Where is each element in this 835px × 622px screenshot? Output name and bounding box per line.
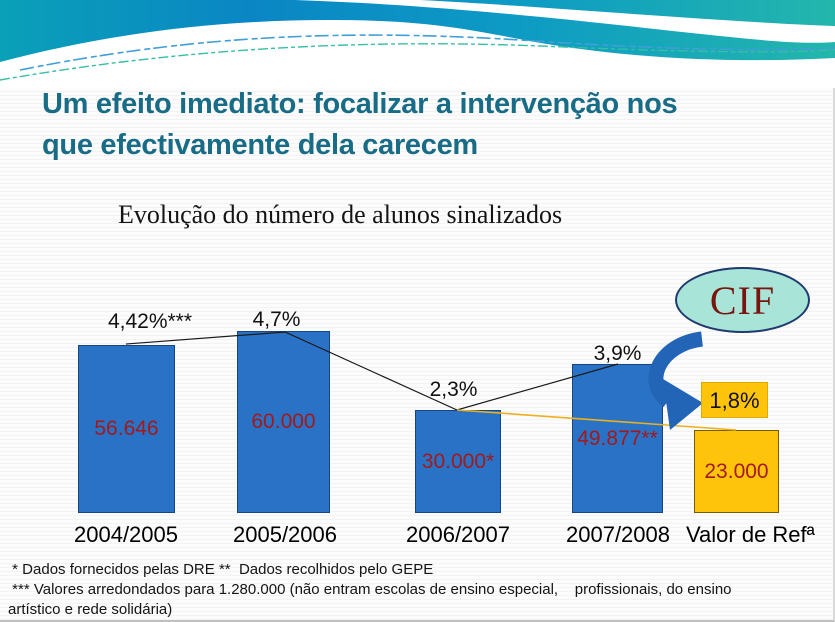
bar-valor-de-ref: 23.000 bbox=[694, 430, 779, 513]
header-wave-decoration bbox=[0, 0, 835, 88]
slide-title: Um efeito imediato: focalizar a interven… bbox=[42, 84, 812, 166]
bar-value-label: 30.000* bbox=[421, 449, 495, 473]
x-label-2004-2005: 2004/2005 bbox=[74, 522, 178, 547]
bar-value-label: 49.877** bbox=[577, 426, 658, 450]
header-accent-line-blue bbox=[19, 34, 835, 71]
header-white-swoosh-top bbox=[295, 0, 835, 43]
bar-value-label: 60.000 bbox=[251, 410, 316, 433]
bar-chart: 56.646 60.000 30.000* 49.877** 23.000 4,… bbox=[0, 250, 835, 550]
bar-2005-2006: 60.000 bbox=[237, 331, 330, 513]
x-label-2006-2007: 2006/2007 bbox=[406, 522, 510, 547]
x-label-2007-2008: 2007/2008 bbox=[566, 522, 670, 547]
cif-ellipse: CIF bbox=[675, 267, 810, 333]
slide-title-line-2: que efectivamente dela carecem bbox=[42, 129, 478, 161]
pct-label-2007-2008: 3,9% bbox=[593, 342, 642, 365]
pct-label-2004-2005: 4,42%*** bbox=[107, 310, 193, 333]
cif-label: CIF bbox=[709, 277, 776, 323]
ref-pct-badge: 1,8% bbox=[701, 382, 768, 418]
footnote-line-2: *** Valores arredondados para 1.280.000 … bbox=[8, 581, 732, 598]
header-accent-line-green bbox=[0, 43, 835, 81]
pct-label-2006-2007: 2,3% bbox=[429, 378, 478, 401]
slide-title-line-1: Um efeito imediato: focalizar a interven… bbox=[42, 88, 678, 120]
bar-2004-2005: 56.646 bbox=[78, 345, 175, 513]
bar-value-label: 23.000 bbox=[704, 459, 769, 483]
cif-curved-arrow-head bbox=[663, 379, 703, 430]
bar-2006-2007: 30.000* bbox=[415, 410, 501, 513]
pct-label-2005-2006: 4,7% bbox=[252, 308, 301, 331]
pct-connector-line bbox=[125, 331, 619, 411]
footnote-line-3: artístico e rede solidária) bbox=[8, 601, 173, 618]
chart-title: Evolução do número de alunos sinalizados bbox=[118, 200, 563, 229]
footnotes: * Dados fornecidos pelas DRE ** Dados re… bbox=[8, 560, 830, 620]
footnote-line-1: * Dados fornecidos pelas DRE ** Dados re… bbox=[8, 561, 434, 578]
x-label-2005-2006: 2005/2006 bbox=[233, 522, 337, 547]
bar-value-label: 56.646 bbox=[94, 417, 159, 440]
header-white-swoosh-bottom bbox=[0, 20, 835, 88]
bar-2007-2008: 49.877** bbox=[572, 364, 663, 513]
x-label-valor-de-ref: Valor de Refª bbox=[686, 522, 815, 547]
